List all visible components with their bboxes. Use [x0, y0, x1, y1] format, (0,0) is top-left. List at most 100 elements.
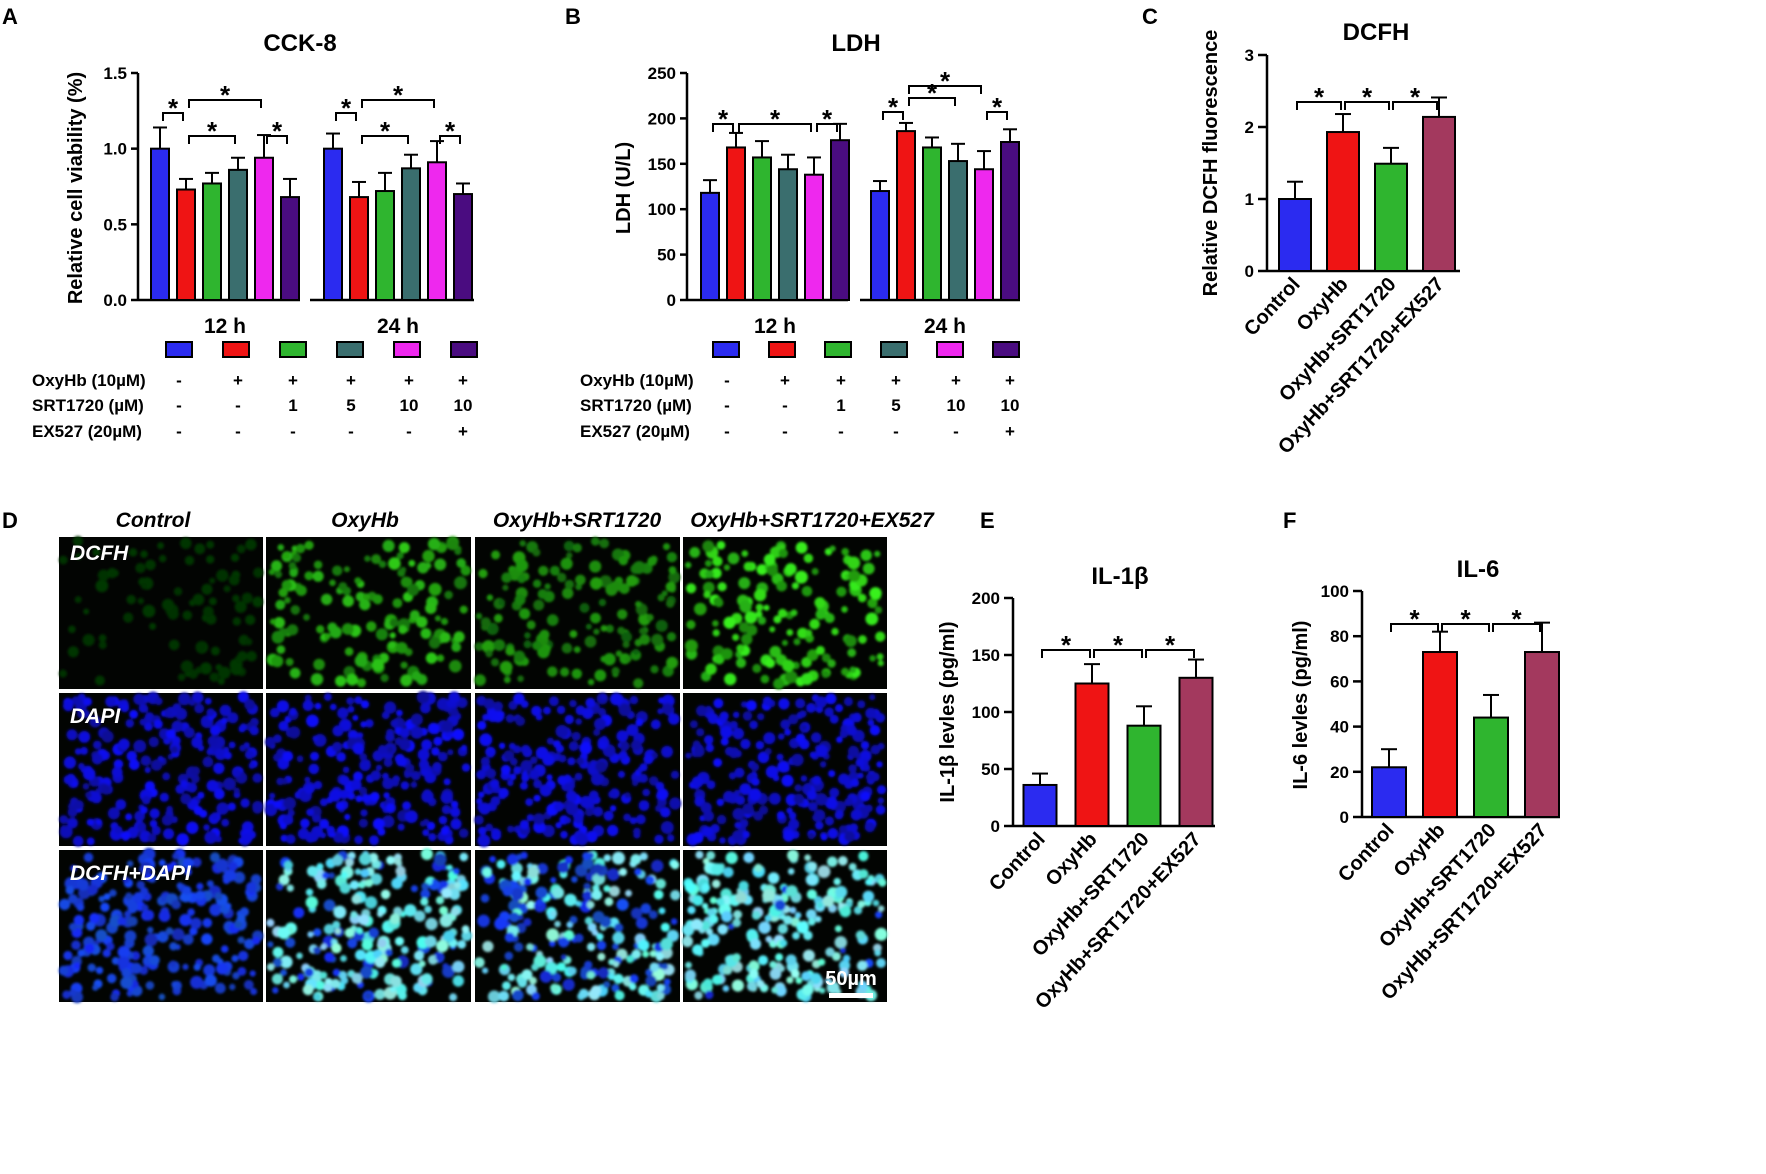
- cell: [163, 828, 175, 840]
- cell: [732, 953, 741, 962]
- cell: [706, 908, 716, 917]
- cell: [377, 827, 386, 836]
- cell: [127, 916, 138, 927]
- cell: [457, 940, 467, 949]
- cell: [825, 977, 832, 985]
- cell: [68, 625, 76, 634]
- cell: [442, 965, 455, 978]
- cell: [719, 711, 729, 721]
- cell: [638, 800, 650, 811]
- significance-bracket: [986, 111, 1008, 120]
- bar: [1022, 783, 1058, 828]
- cell: [797, 627, 809, 639]
- cell: [663, 978, 671, 986]
- bar: [375, 190, 395, 301]
- cell: [422, 818, 430, 826]
- cell: [763, 553, 776, 566]
- cell: [414, 910, 426, 922]
- cell: [784, 670, 798, 684]
- cell: [387, 746, 394, 753]
- cell: [454, 576, 467, 590]
- cell: [535, 898, 544, 906]
- cell: [663, 543, 670, 551]
- cell: [769, 645, 782, 658]
- cell: [227, 712, 239, 724]
- cell: [653, 889, 664, 900]
- cell: [617, 770, 626, 779]
- cell: [501, 964, 507, 971]
- cell: [283, 552, 290, 559]
- cell: [171, 981, 178, 988]
- cell: [859, 749, 872, 763]
- cell: [145, 981, 155, 990]
- cell: [203, 824, 210, 831]
- cell: [397, 991, 407, 1001]
- cell: [82, 634, 95, 647]
- cell: [347, 729, 359, 741]
- cell: [701, 938, 710, 948]
- cell: [125, 719, 135, 728]
- cell: [791, 582, 800, 590]
- cell: [397, 823, 405, 831]
- cell: [778, 698, 790, 710]
- cell: [171, 899, 181, 910]
- cell: [372, 949, 383, 959]
- cell: [804, 854, 811, 861]
- cell: [166, 729, 176, 739]
- cell: [734, 749, 742, 758]
- condition-value: +: [404, 371, 414, 390]
- cell: [838, 825, 848, 834]
- bar: [1126, 724, 1162, 827]
- cell: [837, 902, 844, 909]
- cell: [389, 618, 399, 628]
- cell: [352, 714, 359, 721]
- cell: [66, 729, 78, 741]
- cell: [781, 639, 788, 646]
- cell: [520, 759, 533, 773]
- cell: [795, 977, 803, 984]
- cell: [874, 550, 881, 558]
- cell: [757, 713, 765, 721]
- cell: [444, 590, 453, 600]
- cell: [862, 763, 871, 772]
- cell: [582, 890, 593, 901]
- cell-dots: [264, 690, 471, 846]
- cell: [485, 768, 497, 779]
- significance-bracket: [1390, 623, 1439, 632]
- cell: [160, 869, 167, 877]
- cell: [187, 908, 195, 916]
- cell: [633, 678, 644, 689]
- cell: [618, 583, 630, 594]
- cell: [420, 888, 431, 899]
- cell: [647, 556, 657, 566]
- cell: [573, 813, 584, 824]
- cell: [86, 837, 95, 846]
- significance-star: *: [927, 78, 938, 108]
- cell: [288, 561, 297, 570]
- cell: [815, 793, 828, 806]
- cell: [531, 992, 540, 1001]
- cell: [548, 696, 559, 707]
- cell: [851, 712, 862, 723]
- cell: [418, 960, 426, 968]
- cell: [703, 978, 713, 988]
- cell: [453, 631, 465, 643]
- cell: [841, 548, 849, 556]
- cell: [808, 801, 818, 812]
- cell: [142, 604, 156, 618]
- cell: [385, 948, 393, 957]
- condition-value: +: [1005, 371, 1015, 390]
- panel-letter-d: D: [2, 508, 18, 533]
- cell: [706, 780, 716, 790]
- cell: [707, 933, 720, 946]
- cell: [825, 947, 835, 957]
- cell: [603, 885, 611, 893]
- cell: [857, 700, 866, 709]
- cell: [767, 872, 780, 884]
- condition-value: +: [836, 371, 846, 390]
- cell: [849, 666, 857, 674]
- cell: [741, 550, 749, 557]
- condition-value: +: [891, 371, 901, 390]
- cell: [727, 923, 735, 930]
- cell: [363, 593, 371, 601]
